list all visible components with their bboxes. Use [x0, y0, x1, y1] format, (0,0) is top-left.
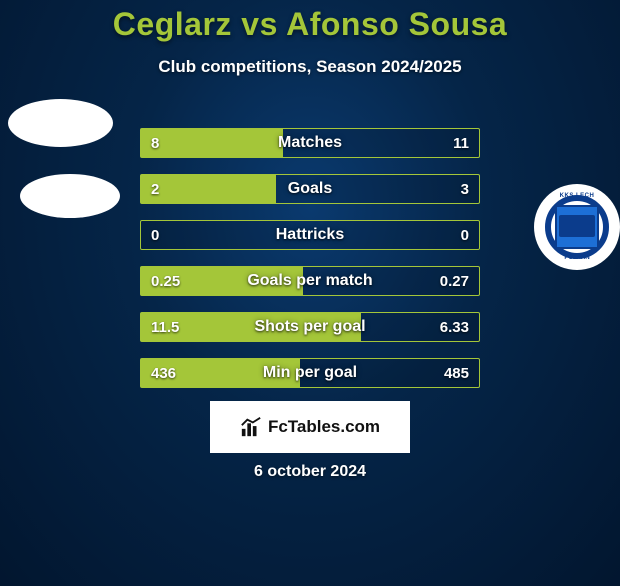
- source-label: FcTables.com: [268, 417, 380, 437]
- stat-row: 436Min per goal485: [140, 358, 480, 388]
- player-left-badge-1: [8, 99, 113, 147]
- lech-poznan-crest: KKS LECH POZNAŃ: [545, 195, 609, 259]
- comparison-subtitle: Club competitions, Season 2024/2025: [0, 57, 620, 77]
- stat-row: 0Hattricks0: [140, 220, 480, 250]
- comparison-title: Ceglarz vs Afonso Sousa: [0, 6, 620, 43]
- player-left-badge-2: [20, 174, 120, 218]
- comparison-date: 6 october 2024: [0, 463, 620, 481]
- stat-fill: [141, 313, 361, 341]
- source-footer: FcTables.com: [210, 401, 410, 453]
- stat-value-right: 485: [444, 359, 469, 387]
- player-right-club-badge: KKS LECH POZNAŃ: [534, 184, 620, 270]
- stat-fill: [141, 359, 300, 387]
- stat-value-right: 11: [453, 129, 469, 157]
- stat-value-left: 0: [151, 221, 159, 249]
- stat-label: Hattricks: [141, 221, 479, 249]
- fctables-icon: [240, 416, 262, 438]
- stat-row: 2Goals3: [140, 174, 480, 204]
- stat-fill: [141, 175, 276, 203]
- stat-value-right: 3: [461, 175, 469, 203]
- stats-bars: 8Matches11 2Goals3 0Hattricks0 0.25Goals pe…: [140, 128, 480, 404]
- stat-row: 0.25Goals per match0.27: [140, 266, 480, 296]
- stat-fill: [141, 129, 283, 157]
- stat-row: 8Matches11: [140, 128, 480, 158]
- stat-value-right: 0.27: [440, 267, 469, 295]
- stat-value-right: 6.33: [440, 313, 469, 341]
- stat-fill: [141, 267, 303, 295]
- stat-row: 11.5Shots per goal6.33: [140, 312, 480, 342]
- stat-value-right: 0: [461, 221, 469, 249]
